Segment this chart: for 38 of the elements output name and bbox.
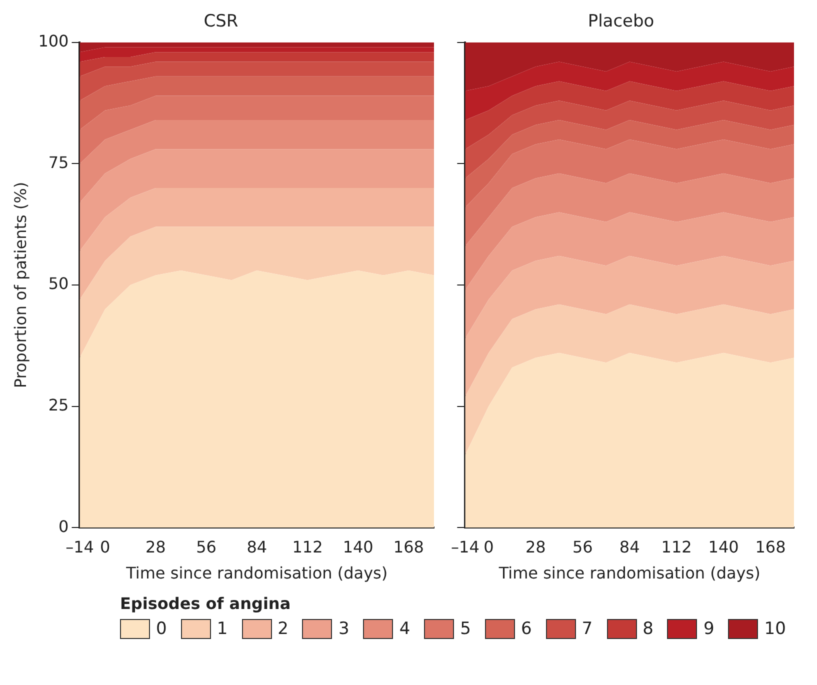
x-tick-label: –14 [66,537,94,556]
x-axis-title: Time since randomisation (days) [498,564,760,583]
y-tick-label: 100 [38,32,69,51]
chart-title: CSR [204,12,238,32]
x-tick-label: 140 [342,537,374,556]
y-tick-label: 75 [48,152,69,172]
x-tick-label: 112 [292,537,323,556]
legend-label: 9 [703,619,714,639]
x-tick-label: 140 [708,537,739,556]
x-tick-label: 112 [661,537,692,556]
legend-label: 2 [278,619,288,639]
x-tick-label: 84 [246,537,268,556]
y-axis-title: Proportion of patients (%) [10,182,30,388]
x-tick-label: 56 [572,537,593,556]
legend-label: 8 [642,619,654,639]
chart-title: Placebo [588,12,654,32]
x-tick-label: 56 [196,537,216,556]
legend-label: 3 [338,619,350,639]
x-tick-label: –14 [451,537,480,556]
legend-label: 7 [582,619,593,639]
legend-label: 0 [156,619,167,639]
x-tick-label: 28 [145,537,166,556]
legend-label: 6 [520,619,532,639]
x-axis-title: Time since randomisation (days) [125,564,388,583]
legend-label: 10 [764,619,786,639]
x-tick-label: 168 [755,537,786,556]
x-tick-label: 168 [393,537,424,556]
x-tick-label: 0 [100,537,110,556]
legend-title: Episodes of angina [120,594,292,613]
x-tick-label: 84 [619,537,640,556]
y-tick-label: 0 [58,516,69,536]
y-tick-label: 50 [48,274,69,294]
y-tick-label: 25 [48,395,69,414]
legend-label: 1 [216,619,228,639]
legend-label: 4 [399,619,410,639]
x-tick-label: 0 [484,537,494,556]
legend-label: 5 [460,619,471,639]
x-tick-label: 28 [525,537,546,556]
